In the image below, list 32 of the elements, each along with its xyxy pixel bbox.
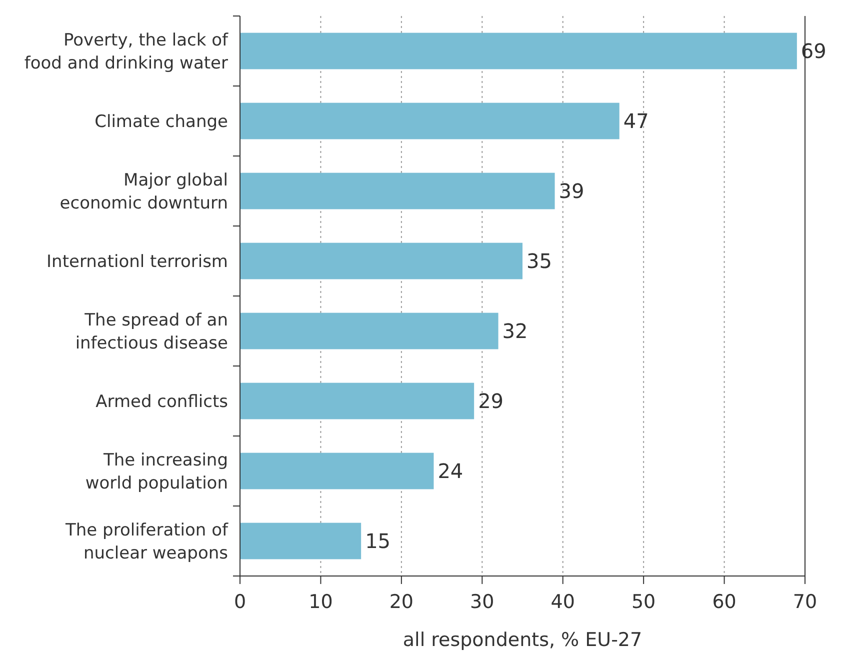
x-tick-label: 50 [631,591,656,613]
data-label: 24 [438,459,464,483]
bar [240,312,498,350]
bar [240,522,362,560]
y-tick-label: Internationl terrorism [46,252,228,272]
bar [240,452,434,490]
x-axis-title: all respondents, % EU-27 [402,629,642,651]
data-label: 47 [623,109,649,133]
y-tick-label: The spread of an infectious disease [75,310,228,354]
y-tick-label: Armed conflicts [96,392,228,412]
bar [240,382,474,420]
x-tick-label: 10 [308,591,333,613]
y-tick-label: Poverty, the lack of food and drinking water [24,30,230,74]
data-label: 29 [478,389,504,413]
y-tick-label: Climate change [94,112,228,132]
bar [240,102,620,140]
bar [240,242,522,280]
x-tick-label: 0 [234,591,246,613]
x-tick-label: 60 [712,591,736,613]
y-tick-label: The increasing world population [85,450,228,494]
data-label: 35 [526,249,552,273]
y-tick-label: Major global economic downturn [60,170,228,214]
x-tick-label: 70 [792,591,818,613]
data-label: 39 [558,179,584,203]
bar [240,172,555,210]
data-label: 15 [365,529,391,553]
x-tick-label: 30 [470,591,494,613]
x-tick-label: 20 [389,591,414,613]
y-tick-label: The proliferation of nuclear weapons [64,520,230,564]
data-label: 32 [502,319,528,343]
bar [240,32,797,70]
x-tick-label: 40 [550,591,575,613]
